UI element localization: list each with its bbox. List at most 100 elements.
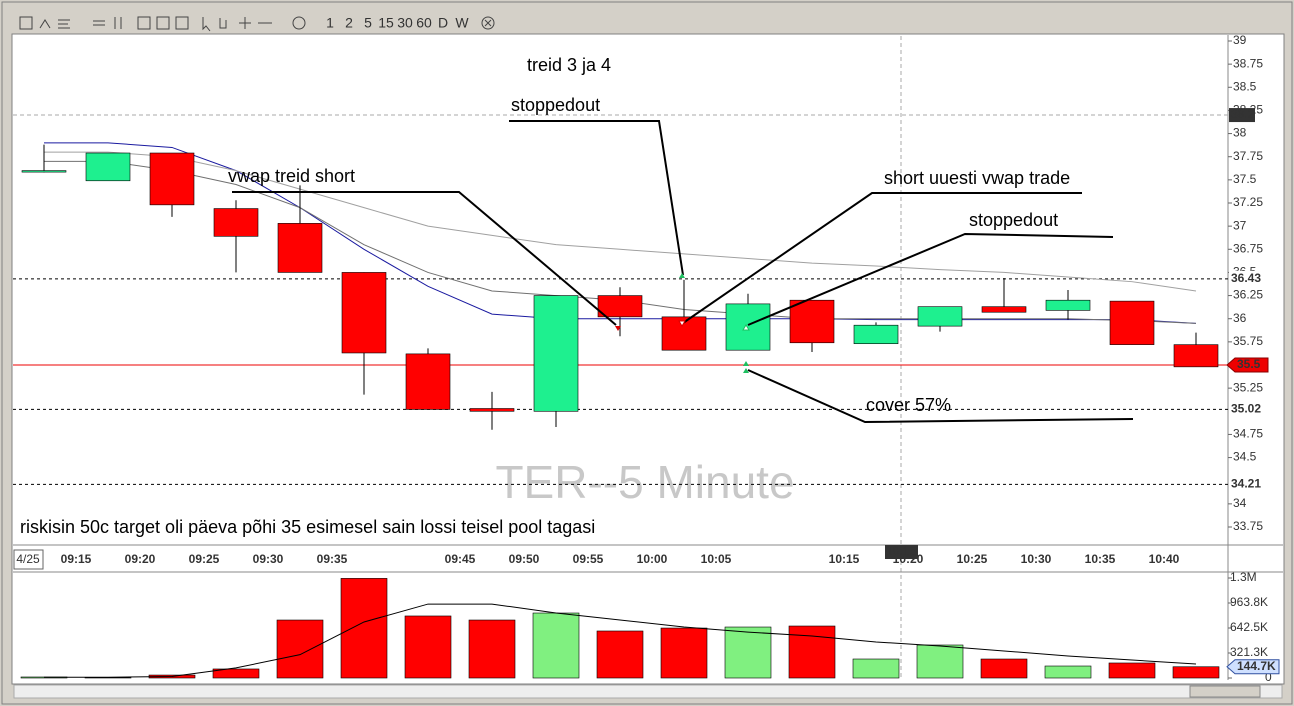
level-label: 36.43 (1231, 271, 1261, 285)
last-volume-box (1226, 659, 1280, 675)
plot-background (11, 33, 1285, 685)
candle-body (21, 170, 67, 173)
y-tick-label: 34 (1233, 496, 1247, 510)
toolbar-icon[interactable] (156, 16, 170, 30)
level-box (1229, 270, 1262, 287)
candle-body (725, 303, 771, 351)
candle-body (789, 299, 835, 344)
volume-bar (404, 615, 452, 679)
cursor-price-label: 38.2 (1231, 107, 1255, 121)
candle-body (405, 353, 451, 410)
toolbar-button[interactable]: 1 (326, 15, 334, 31)
candle-body (1109, 300, 1155, 345)
toolbar-icon[interactable] (202, 17, 227, 32)
toolbar-button[interactable]: 60 (416, 15, 432, 31)
annotation: treid 3 ja 4 (527, 55, 611, 75)
volume-bar (468, 619, 516, 679)
date-label: 4/25 (16, 552, 40, 566)
annotation: vwap treid short (228, 166, 355, 186)
y-tick-label: 34.75 (1233, 427, 1263, 441)
volume-bar (852, 658, 900, 679)
trade-marker (678, 320, 686, 327)
volume-bar (788, 625, 836, 679)
toolbar-button[interactable]: 15 (378, 15, 394, 31)
toolbar-button[interactable]: W (455, 15, 469, 31)
annotation-line (747, 232, 1114, 326)
x-tick-label: 09:20 (125, 552, 156, 566)
toolbar-icon[interactable] (175, 16, 189, 30)
volume-bar (916, 644, 964, 679)
trade-markers (615, 273, 750, 373)
toolbar-button[interactable]: 2 (345, 15, 353, 31)
toolbar-icon[interactable] (292, 16, 306, 30)
level-box (1229, 401, 1262, 418)
volume-bar (1172, 666, 1220, 679)
toolbar-icon[interactable] (19, 16, 33, 30)
volume-bar (1108, 662, 1156, 679)
candle-body (85, 152, 131, 182)
toolbar-button[interactable]: D (438, 15, 448, 31)
last-price-box (1226, 357, 1269, 373)
y-tick-label: 642.5K (1230, 620, 1268, 634)
volume-bar (276, 619, 324, 679)
toolbar-icon[interactable] (39, 19, 51, 29)
indicator-line (44, 151, 1197, 292)
y-tick-label: 963.8K (1230, 595, 1268, 609)
y-tick-label: 1.3M (1230, 570, 1257, 584)
trade-marker (679, 273, 685, 278)
cursor-time-box (885, 545, 918, 559)
x-tick-label: 10:15 (829, 552, 860, 566)
y-tick-label: 38.5 (1233, 79, 1257, 93)
toolbar-icon[interactable] (484, 19, 492, 27)
annotation-lines (232, 120, 1134, 424)
x-tick-label: 10:40 (1149, 552, 1180, 566)
level-label: 34.21 (1231, 477, 1261, 491)
x-tick-label: 09:25 (189, 552, 220, 566)
y-tick-label: 37 (1233, 218, 1247, 232)
scrollbar-thumb[interactable] (1189, 685, 1261, 698)
x-tick-label: 10:25 (957, 552, 988, 566)
x-tick-label: 09:35 (317, 552, 348, 566)
volume-bar (724, 626, 772, 679)
scrollbar[interactable] (13, 684, 1283, 699)
y-tick-label: 35.75 (1233, 334, 1263, 348)
toolbar-button[interactable]: 30 (397, 15, 413, 31)
toolbar-icon[interactable] (239, 17, 272, 29)
candle-body (981, 306, 1027, 313)
toolbar-button[interactable]: 5 (364, 15, 372, 31)
x-tick-label: 09:45 (445, 552, 476, 566)
volume-bar (980, 658, 1028, 679)
y-tick-label: 37.5 (1233, 172, 1257, 186)
last-volume-label: 144.7K (1237, 659, 1276, 673)
candle-body (213, 208, 259, 237)
annotation-line (509, 120, 684, 276)
toolbar-icon[interactable] (93, 17, 122, 29)
annotation-line (682, 192, 1082, 324)
y-tick-label: 0 (1265, 670, 1272, 684)
level-label: 35.02 (1231, 402, 1261, 416)
y-tick-label: 321.3K (1230, 645, 1268, 659)
annotation: short uuesti vwap trade (884, 168, 1070, 188)
candle-body (1045, 299, 1091, 311)
x-tick-label: 09:15 (61, 552, 92, 566)
volume-bar (660, 627, 708, 679)
candle-body (1173, 344, 1219, 368)
date-box (13, 549, 44, 570)
candle-body (341, 272, 387, 354)
toolbar-icon[interactable] (481, 16, 495, 30)
candle-body (917, 306, 963, 327)
y-tick-label: 37.75 (1233, 149, 1263, 163)
toolbar[interactable] (19, 16, 495, 32)
cursor-time-label: 10:15 (886, 544, 916, 558)
volume-bar (532, 612, 580, 679)
trade-marker (615, 326, 621, 331)
toolbar-icon[interactable] (58, 19, 70, 29)
annotation: stoppedout (969, 210, 1058, 230)
toolbar-icon[interactable] (137, 16, 151, 30)
y-tick-label: 36.75 (1233, 241, 1263, 255)
level-box (1229, 476, 1262, 493)
trade-marker (742, 324, 750, 331)
trade-marker (743, 361, 749, 373)
y-tick-label: 36.25 (1233, 288, 1263, 302)
